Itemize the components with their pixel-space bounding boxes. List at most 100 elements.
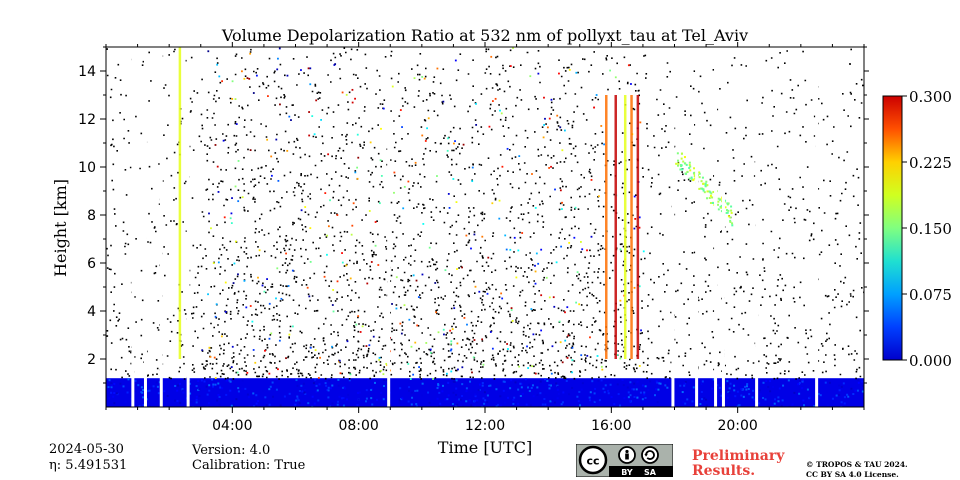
depolarization-speckle <box>544 117 546 120</box>
surface-speckle <box>597 379 600 382</box>
surface-speckle <box>365 397 368 400</box>
elevated-layer-point <box>680 168 683 171</box>
surface-speckle <box>174 399 177 402</box>
depolarization-speckle <box>510 307 513 310</box>
depolarization-speckle <box>537 262 540 265</box>
depolarization-speckle <box>543 124 546 126</box>
dust-streak <box>636 95 640 359</box>
surface-speckle <box>411 391 414 394</box>
surface-speckle <box>753 398 756 401</box>
surface-speckle <box>729 388 732 391</box>
depolarization-speckle <box>478 290 481 293</box>
surface-speckle <box>399 387 402 390</box>
depolarization-speckle <box>361 325 364 328</box>
depolarization-speckle <box>393 191 395 194</box>
elevated-layer-point <box>683 162 686 165</box>
depolarization-speckle <box>207 50 210 53</box>
surface-speckle <box>555 382 558 385</box>
surface-speckle <box>327 404 330 407</box>
surface-speckle <box>718 386 721 389</box>
depolarization-speckle <box>349 373 352 376</box>
surface-speckle <box>142 404 145 407</box>
eta-label: η: 5.491531 <box>49 458 128 473</box>
elevated-layer-point <box>680 152 683 155</box>
depolarization-speckle <box>241 196 244 199</box>
surface-speckle <box>474 393 477 396</box>
surface-speckle <box>626 386 629 389</box>
depolarization-speckle <box>314 349 317 352</box>
elevated-layer-point <box>701 187 704 190</box>
elevated-layer-point <box>699 187 702 190</box>
surface-speckle <box>408 386 411 389</box>
surface-speckle <box>802 399 805 402</box>
depolarization-speckle <box>568 241 571 244</box>
depolarization-speckle <box>315 99 318 102</box>
surface-speckle <box>152 385 155 388</box>
depolarization-speckle <box>251 320 254 323</box>
noise-speckle <box>106 47 864 380</box>
depolarization-speckle <box>216 63 219 66</box>
surface-speckle <box>769 390 772 393</box>
surface-speckle <box>437 383 440 386</box>
depolarization-speckle <box>287 285 290 287</box>
surface-speckle <box>803 404 806 407</box>
depolarization-speckle <box>237 160 240 162</box>
surface-speckle <box>681 391 684 394</box>
surface-speckle <box>218 396 221 399</box>
surface-speckle <box>246 393 249 396</box>
surface-speckle <box>746 378 749 381</box>
surface-speckle <box>516 402 519 405</box>
surface-speckle <box>692 391 695 394</box>
depolarization-speckle <box>515 276 518 279</box>
depolarization-speckle <box>336 214 339 216</box>
surface-speckle <box>126 391 129 394</box>
surface-speckle <box>338 395 341 398</box>
depolarization-speckle <box>285 357 287 360</box>
depolarization-speckle <box>474 285 477 288</box>
depolarization-speckle <box>208 212 210 215</box>
depolarization-speckle <box>551 345 554 348</box>
surface-speckle <box>526 386 529 389</box>
surface-speckle <box>633 382 636 385</box>
depolarization-speckle <box>590 235 593 238</box>
surface-speckle <box>578 390 581 393</box>
surface-speckle <box>375 398 378 401</box>
depolarization-speckle <box>407 363 410 365</box>
depolarization-speckle <box>576 271 579 274</box>
surface-speckle <box>623 397 626 400</box>
surface-speckle <box>745 385 748 388</box>
depolarization-speckle <box>634 217 637 220</box>
depolarization-speckle <box>517 249 520 252</box>
depolarization-speckle <box>461 266 463 269</box>
surface-speckle <box>271 395 274 398</box>
depolarization-speckle <box>596 355 599 357</box>
depolarization-speckle <box>331 345 333 348</box>
depolarization-speckle <box>210 227 212 230</box>
elevated-layer-point <box>682 160 685 163</box>
dust-streak <box>614 95 617 359</box>
depolarization-speckle <box>456 342 459 345</box>
depolarization-speckle <box>232 282 235 284</box>
surface-speckle <box>548 384 551 387</box>
depolarization-speckle <box>571 359 574 361</box>
depolarization-speckle <box>300 69 302 71</box>
surface-speckle <box>255 405 258 407</box>
depolarization-speckle <box>356 166 359 169</box>
surface-speckle <box>356 404 359 407</box>
surface-speckle <box>407 400 410 403</box>
surface-speckle <box>862 385 864 388</box>
surface-speckle <box>801 379 804 382</box>
depolarization-speckle <box>234 98 237 101</box>
depolarization-speckle <box>598 195 600 198</box>
surface-speckle <box>593 392 596 395</box>
surface-speckle <box>221 387 224 390</box>
surface-speckle <box>218 403 221 406</box>
surface-speckle <box>817 392 820 395</box>
depolarization-speckle <box>248 77 251 80</box>
colorbar-tick-label: 0.225 <box>909 154 952 172</box>
depolarization-speckle <box>428 246 431 249</box>
surface-speckle <box>364 400 367 403</box>
depolarization-speckle <box>306 286 309 289</box>
depolarization-speckle <box>275 297 277 300</box>
